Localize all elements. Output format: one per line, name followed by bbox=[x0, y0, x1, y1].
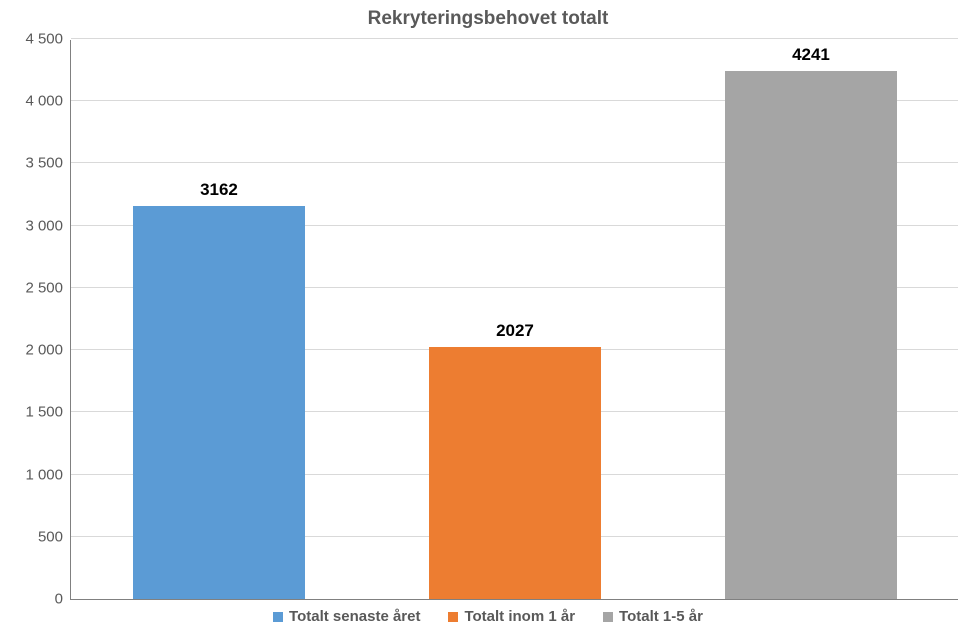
bar-value-label: 4241 bbox=[792, 45, 830, 71]
gridline bbox=[71, 38, 958, 39]
bar: 4241 bbox=[725, 71, 897, 599]
y-tick-label: 3 000 bbox=[25, 217, 71, 234]
chart-title: Rekryteringsbehovet totalt bbox=[0, 8, 976, 30]
legend-item: Totalt senaste året bbox=[273, 608, 420, 625]
y-tick-label: 3 500 bbox=[25, 155, 71, 172]
y-tick-label: 4 500 bbox=[25, 31, 71, 48]
legend-swatch bbox=[603, 612, 613, 622]
y-tick-label: 500 bbox=[38, 528, 71, 545]
bar-value-label: 3162 bbox=[200, 180, 238, 206]
legend-item: Totalt inom 1 år bbox=[448, 608, 575, 625]
chart-legend: Totalt senaste året Totalt inom 1 år Total… bbox=[0, 608, 976, 625]
plot-area: 05001 0001 5002 0002 5003 0003 5004 0004… bbox=[70, 40, 958, 600]
legend-label: Totalt inom 1 år bbox=[464, 608, 575, 625]
bar-value-label: 2027 bbox=[496, 321, 534, 347]
bar-chart: Rekryteringsbehovet totalt 05001 0001 50… bbox=[0, 0, 976, 638]
legend-item: Totalt 1-5 år bbox=[603, 608, 703, 625]
y-tick-label: 2 000 bbox=[25, 342, 71, 359]
y-tick-label: 2 500 bbox=[25, 279, 71, 296]
bar: 3162 bbox=[133, 206, 305, 599]
y-tick-label: 1 000 bbox=[25, 466, 71, 483]
legend-label: Totalt senaste året bbox=[289, 608, 420, 625]
y-tick-label: 1 500 bbox=[25, 404, 71, 421]
y-tick-label: 4 000 bbox=[25, 93, 71, 110]
bar: 2027 bbox=[429, 347, 601, 599]
legend-label: Totalt 1-5 år bbox=[619, 608, 703, 625]
y-tick-label: 0 bbox=[55, 591, 71, 608]
legend-swatch bbox=[273, 612, 283, 622]
legend-swatch bbox=[448, 612, 458, 622]
